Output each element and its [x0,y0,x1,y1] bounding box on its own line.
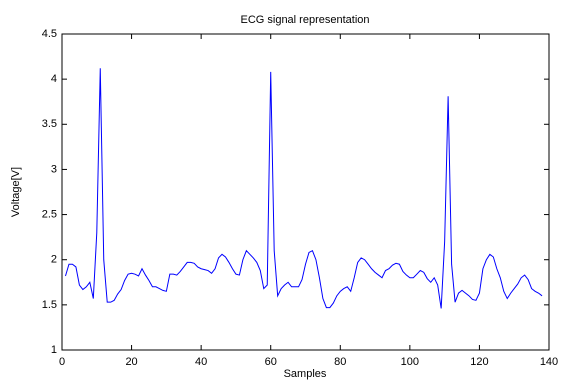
x-tick-label: 40 [195,356,207,368]
x-axis-label: Samples [284,368,327,380]
plot-frame [61,33,550,351]
x-tick-label: 120 [470,356,488,368]
y-tick-label: 4 [51,73,57,85]
chart-title: ECG signal representation [240,14,369,26]
y-tick-label: 2.5 [42,208,57,220]
y-tick-label: 1.5 [42,299,57,311]
x-tick-label: 140 [540,356,558,368]
x-tick-label: 100 [401,356,419,368]
x-tick-label: 60 [265,356,277,368]
x-tick-label: 0 [59,356,65,368]
y-axis-label: Voltage[V] [10,167,22,217]
y-tick-label: 4.5 [42,28,57,40]
y-tick-label: 3.5 [42,118,57,130]
line-series [64,68,543,309]
x-tick-label: 80 [334,356,346,368]
y-tick-label: 2 [51,254,57,266]
y-tick-label: 1 [51,344,57,356]
x-tick-label: 20 [125,356,137,368]
y-tick-label: 3 [51,163,57,175]
